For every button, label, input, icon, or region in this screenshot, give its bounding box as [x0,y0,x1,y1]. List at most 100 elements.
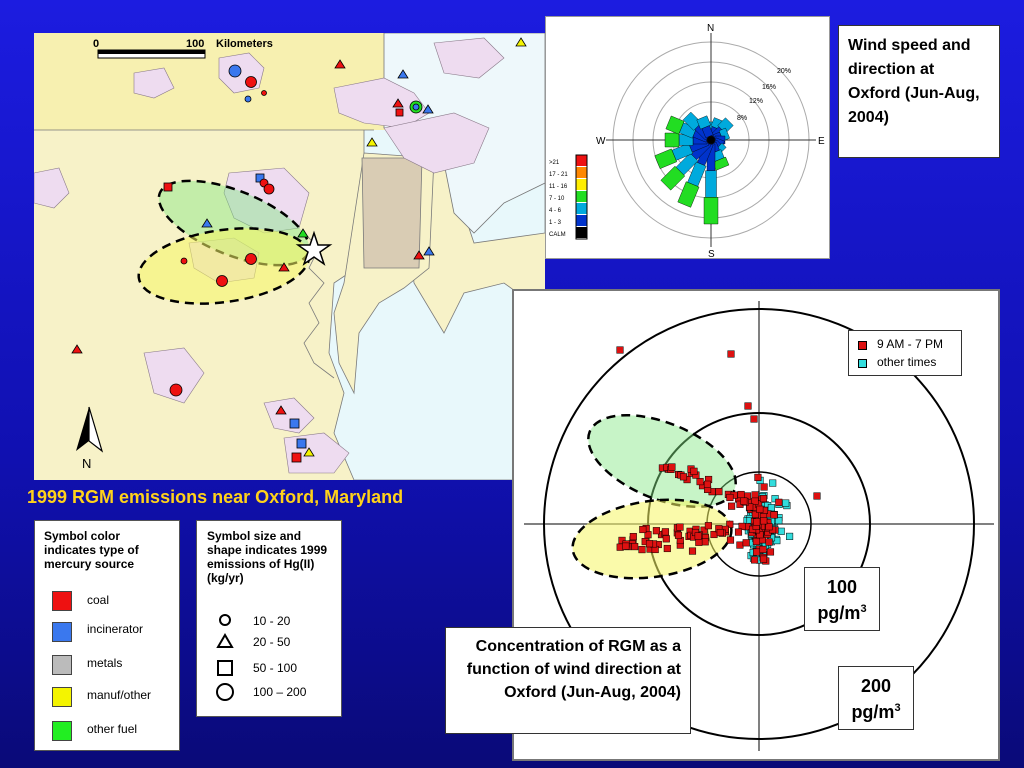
point-daytime [775,498,783,506]
compass-s: S [708,249,715,260]
wind-speed-key: CALM 1 - 3 4 - 6 7 - 10 11 - 16 17 - 21 >21 [549,154,588,240]
wind-key-label: 11 - 16 [549,184,568,190]
ring-label-20: 20% [777,68,791,75]
point-daytime [737,490,745,499]
point-daytime [736,541,744,549]
wind-key-swatch [576,191,587,202]
map-caption: 1999 RGM emissions near Oxford, Maryland [27,487,404,507]
point-daytime [759,545,767,553]
legend-marker-other [858,359,867,368]
point-daytime [728,502,736,510]
point-daytime [753,518,761,526]
point-daytime [679,473,688,481]
legend-size-symbols [216,614,234,701]
oxford-star-marker [295,230,333,266]
triangle-icon [216,633,234,648]
point-daytime [676,523,684,531]
wind-rose-title-box: Wind speed and direction at Oxford (Jun-… [838,25,1000,158]
yellow-sector-ellipse [571,498,733,580]
compass-n: N [707,23,714,34]
point-daytime [622,542,630,550]
wind-rose-svg: N E S W 8% 12% 16% 20% CALM 1 - 3 4 - 6 7 -… [549,23,825,260]
point-daytime [695,538,703,546]
point-daytime [726,536,735,544]
ring-200-value: 200 [860,676,892,696]
wind-key-swatch [576,203,587,214]
point-other-times [777,527,785,535]
wind-key-swatch [576,227,587,238]
rgm-caption-box: Concentration of RGM as a function of wi… [445,627,691,734]
legend-label-coal: coal [87,593,110,607]
point-daytime [645,540,654,548]
point-daytime [751,497,759,505]
point-daytime [652,527,660,535]
point-daytime [690,467,698,475]
rgm-legend: 9 AM - 7 PM other times [848,330,962,376]
point-daytime [752,537,760,546]
point-daytime [734,528,743,536]
map-svg: 0 100 Kilometers N [34,33,545,480]
point-other-times [782,499,790,507]
point-daytime [756,505,764,513]
point-daytime [746,503,754,511]
legend-swatch-coal [52,591,72,611]
point-daytime [644,531,652,539]
legend-label-incinerator: incinerator [87,622,144,636]
point-daytime [704,522,712,530]
point-other-times [771,495,779,503]
point-daytime [631,543,639,551]
wind-key-label: 1 - 3 [549,220,562,226]
rgm-points [616,346,821,565]
point-daytime [662,535,670,543]
wind-rose-petal [664,132,680,148]
large-circle-icon [216,683,234,701]
point-daytime [663,544,671,553]
ring-200-unit: pg/m3 [851,702,901,722]
ring-label-8: 8% [737,115,747,122]
wind-rose-petal [660,165,686,191]
rgm-caption: Concentration of RGM as a function of wi… [466,638,681,701]
legend-source-type: Symbol color indicates type of mercury s… [34,520,180,751]
ring-100-label-box: 100 pg/m3 [804,567,880,631]
point-daytime [661,528,669,536]
point-other-times [775,517,783,525]
point-other-times [767,504,775,512]
wind-rose-title: Wind speed and direction at Oxford (Jun-… [848,37,980,126]
wind-rose-panel: N E S W 8% 12% 16% 20% CALM 1 - 3 4 - 6 7 -… [545,16,830,260]
square-icon [217,660,233,676]
legend-size-label-1: 10 - 20 [253,614,291,628]
scale-max-label: 100 [186,38,204,50]
point-daytime [726,520,734,528]
point-daytime [760,517,768,525]
map-panel: 0 100 Kilometers N [34,33,545,480]
point-daytime [759,555,768,563]
ring-100-unit: pg/m3 [817,603,867,623]
point-daytime [740,497,748,505]
legend-emission-size: Symbol size and shape indicates 1999 emi… [196,520,342,717]
legend-swatch-incinerator [52,622,72,642]
wind-rose-calm-center [707,136,715,144]
legend-label-manuf-other: manuf/other [87,688,152,702]
point-daytime [738,522,746,530]
wind-key-label: 4 - 6 [549,208,562,214]
wind-rose-petal [665,115,685,135]
point-daytime [751,510,759,518]
point-daytime [750,415,758,423]
legend-label-metals: metals [87,656,123,670]
legend-label-other: other times [877,355,937,369]
point-daytime [770,511,778,519]
point-other-times [786,532,794,540]
point-daytime [753,548,761,556]
small-circle-icon [219,614,231,626]
point-daytime [629,533,637,541]
wind-rose-petal [705,170,717,198]
point-daytime [703,480,712,488]
point-daytime [766,548,775,556]
point-daytime [688,547,697,555]
point-daytime [813,492,821,500]
point-daytime [742,539,750,547]
wind-rose-petal [717,117,734,134]
ring-label-12: 12% [749,98,763,105]
point-daytime [668,463,676,471]
wind-rose-petal [703,197,719,225]
